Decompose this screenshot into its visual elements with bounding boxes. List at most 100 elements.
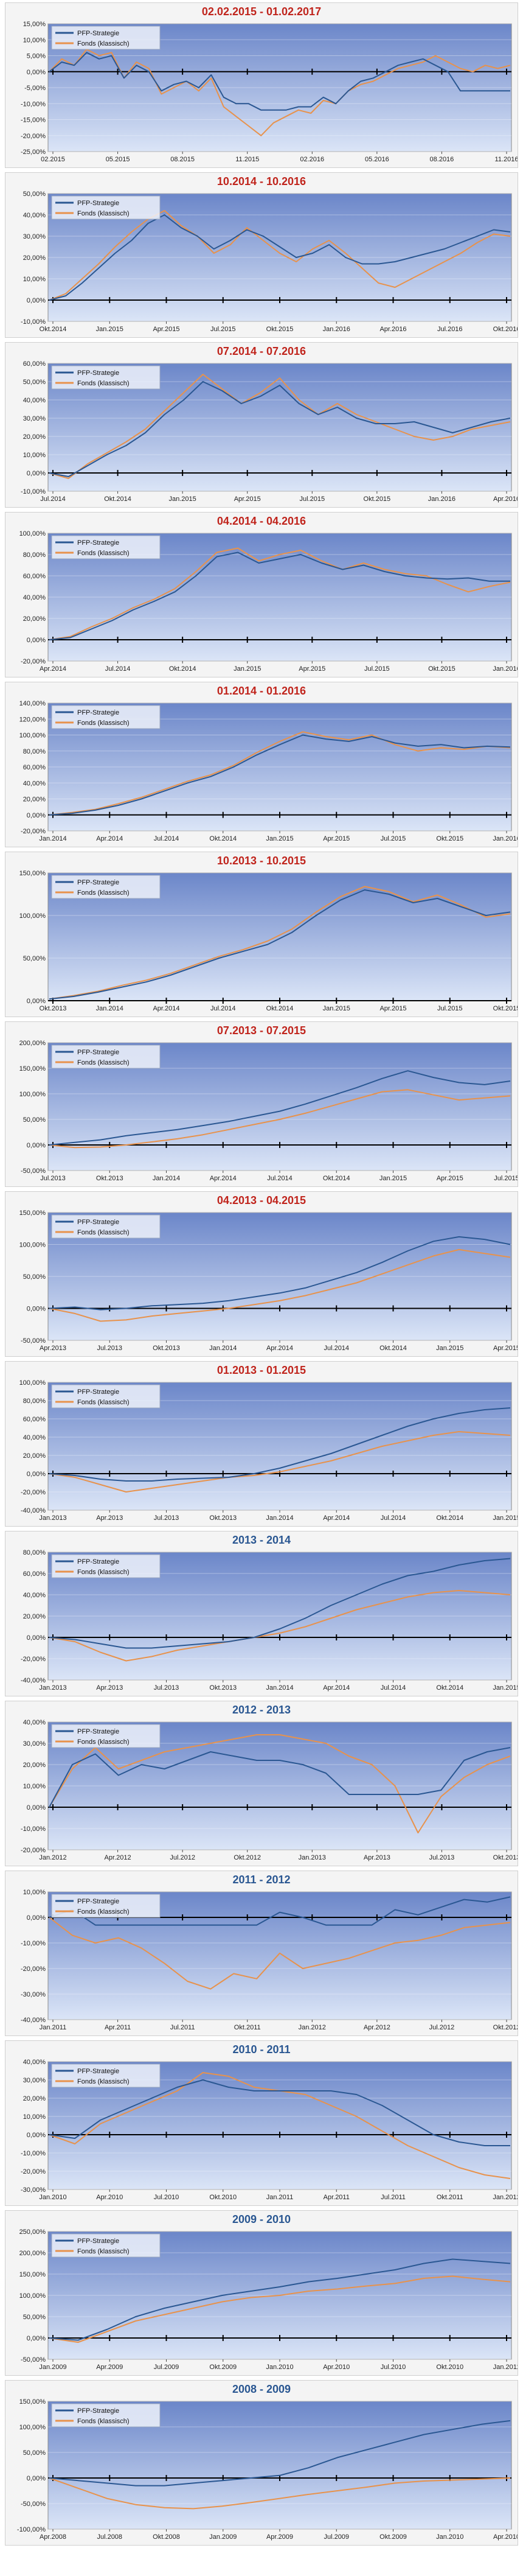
x-tick-label: Jul.2014 <box>381 1684 406 1692</box>
x-tick-label: Jan.2014 <box>153 1175 180 1182</box>
x-tick-label: Jul.2016 <box>437 326 463 333</box>
x-tick-label: Jul.2015 <box>364 665 390 673</box>
y-tick-label: 100,00% <box>19 2424 46 2431</box>
y-tick-label: 0,00% <box>27 1634 46 1642</box>
fund-series-line <box>49 886 511 1000</box>
x-tick-label: Okt.2014 <box>323 1175 350 1182</box>
y-tick-label: 40,00% <box>23 1592 46 1599</box>
x-tick-label: Okt.2013 <box>209 1514 237 1522</box>
legend-label-fund: Fonds (klassisch) <box>77 889 130 897</box>
x-tick-label: Jan.2011 <box>266 2194 293 2201</box>
legend-box <box>51 875 161 899</box>
x-tick-label: Okt.2013 <box>96 1175 123 1182</box>
y-tick-label: 0,00% <box>27 2132 46 2139</box>
x-tick-label: Apr.2008 <box>40 2533 66 2541</box>
x-tick-label: 02.2016 <box>300 156 324 163</box>
legend-label-fund: Fonds (klassisch) <box>77 210 130 217</box>
y-tick-label: 40,00% <box>23 594 46 601</box>
x-tick-label: Jul.2013 <box>429 1854 455 1861</box>
y-tick-label: 60,00% <box>23 1570 46 1578</box>
line-chart: 150,00% 100,00% 50,00% 0,00%Okt.2013 Jan.201… <box>19 870 518 1012</box>
y-tick-label: 200,00% <box>19 1040 46 1047</box>
x-tick-label: Okt.2013 <box>153 1345 180 1352</box>
x-tick-label: Apr.2010 <box>323 2364 350 2371</box>
x-tick-label: Jul.2014 <box>324 1345 349 1352</box>
y-tick-label: 10,00% <box>23 2113 46 2121</box>
strategy-series-line <box>49 381 511 477</box>
legend: PFP-Strategie Fonds (klassisch) <box>51 365 161 390</box>
x-tick-label: Jan.2015 <box>323 1005 350 1012</box>
x-tick-label: Jul.2012 <box>429 2024 455 2031</box>
y-tick-label: 150,00% <box>19 1209 46 1217</box>
x-tick-label: Jul.2014 <box>40 495 66 503</box>
y-tick-label: 40,00% <box>23 780 46 787</box>
y-tick-label: -10,00% <box>21 488 46 495</box>
fund-series-line <box>49 374 511 479</box>
fund-series-line <box>49 1917 511 1990</box>
legend-label-fund: Fonds (klassisch) <box>77 1569 130 1576</box>
y-tick-label: 20,00% <box>23 254 46 262</box>
fund-series-line <box>49 1734 511 1833</box>
line-chart: 10,00%0,00%-10,00%-20,00%-30,00%-40,00%J… <box>21 1889 518 2031</box>
x-tick-label: Jul.2013 <box>154 1514 179 1522</box>
y-tick-label: -100,00% <box>17 2526 46 2533</box>
chart-panel: 10.2013 - 10.2015 150,00% 100,00% 50,00% 0,0… <box>5 852 518 1017</box>
y-tick-label: 20,00% <box>23 615 46 623</box>
y-tick-label: -15,00% <box>21 117 46 124</box>
y-tick-label: 100,00% <box>19 2292 46 2300</box>
x-tick-label: Apr.2015 <box>437 1175 463 1182</box>
y-tick-label: -20,00% <box>21 828 46 835</box>
y-tick-label: 150,00% <box>19 2271 46 2278</box>
y-tick-label: 20,00% <box>23 2095 46 2102</box>
x-tick-label: Okt.2014 <box>436 1514 463 1522</box>
x-tick-label: Okt.2008 <box>153 2533 180 2541</box>
legend: PFP-Strategie Fonds (klassisch) <box>51 2403 161 2427</box>
x-tick-label: Jan.2009 <box>39 2364 66 2371</box>
y-tick-label: -30,00% <box>21 2186 46 2194</box>
x-tick-label: Apr.2012 <box>364 2024 390 2031</box>
legend-label-fund: Fonds (klassisch) <box>77 1908 130 1916</box>
legend: PFP-Strategie Fonds (klassisch) <box>51 1214 161 1239</box>
x-tick-label: Apr.2013 <box>364 1854 390 1861</box>
x-tick-label: Jan.2013 <box>299 1854 326 1861</box>
y-tick-label: 15,00% <box>23 21 46 28</box>
fund-series-line <box>49 731 511 816</box>
legend-box <box>51 1214 161 1239</box>
chart-title: 01.2013 - 01.2015 <box>216 1364 307 1376</box>
legend-label-strategy: PFP-Strategie <box>77 1898 119 1905</box>
legend-label-strategy: PFP-Strategie <box>77 2407 119 2415</box>
y-tick-label: 20,00% <box>23 433 46 441</box>
x-tick-label: Okt.2016 <box>493 326 518 333</box>
y-tick-label: 150,00% <box>19 1065 46 1073</box>
x-tick-label: Apr.2010 <box>96 2194 123 2201</box>
x-tick-label: Okt.2014 <box>266 1005 294 1012</box>
y-tick-label: 0,00% <box>27 1804 46 1811</box>
strategy-series-line <box>49 1407 511 1482</box>
y-tick-label: -40,00% <box>21 1507 46 1514</box>
x-tick-label: Jan.2012 <box>39 1854 66 1861</box>
y-tick-label: -20,00% <box>21 133 46 140</box>
chart-panel: 10.2014 - 10.2016 50,00% 40,00% 30,00% 20,00… <box>5 172 518 338</box>
y-tick-label: 50,00% <box>23 955 46 962</box>
y-tick-label: 0,00% <box>27 2335 46 2342</box>
y-tick-label: 150,00% <box>19 870 46 877</box>
x-tick-label: Okt.2011 <box>234 2024 261 2031</box>
y-tick-label: 0,00% <box>27 1142 46 1149</box>
x-tick-label: Jan.2014 <box>96 1005 123 1012</box>
legend-label-fund: Fonds (klassisch) <box>77 2078 130 2085</box>
x-tick-label: Okt.2009 <box>209 2364 237 2371</box>
x-tick-label: Jan.2015 <box>436 1345 463 1352</box>
y-tick-label: 100,00% <box>19 1242 46 1249</box>
strategy-series-line <box>49 1558 511 1649</box>
y-tick-label: -5,00% <box>24 85 46 92</box>
y-tick-label: 100,00% <box>19 912 46 920</box>
legend-box <box>51 195 161 220</box>
y-tick-label: -25,00% <box>21 149 46 156</box>
line-chart: 140,00% 120,00% 100,00% 80,00% 60,00% 40,00% 2… <box>19 700 518 842</box>
legend-box <box>51 1724 161 1748</box>
legend: PFP-Strategie Fonds (klassisch) <box>51 875 161 899</box>
legend-label-strategy: PFP-Strategie <box>77 709 119 716</box>
chart-panel: 01.2013 - 01.2015 100,00% 80,00% 60,00% 40,0… <box>5 1361 518 1527</box>
x-tick-label: Okt.2013 <box>40 1005 67 1012</box>
